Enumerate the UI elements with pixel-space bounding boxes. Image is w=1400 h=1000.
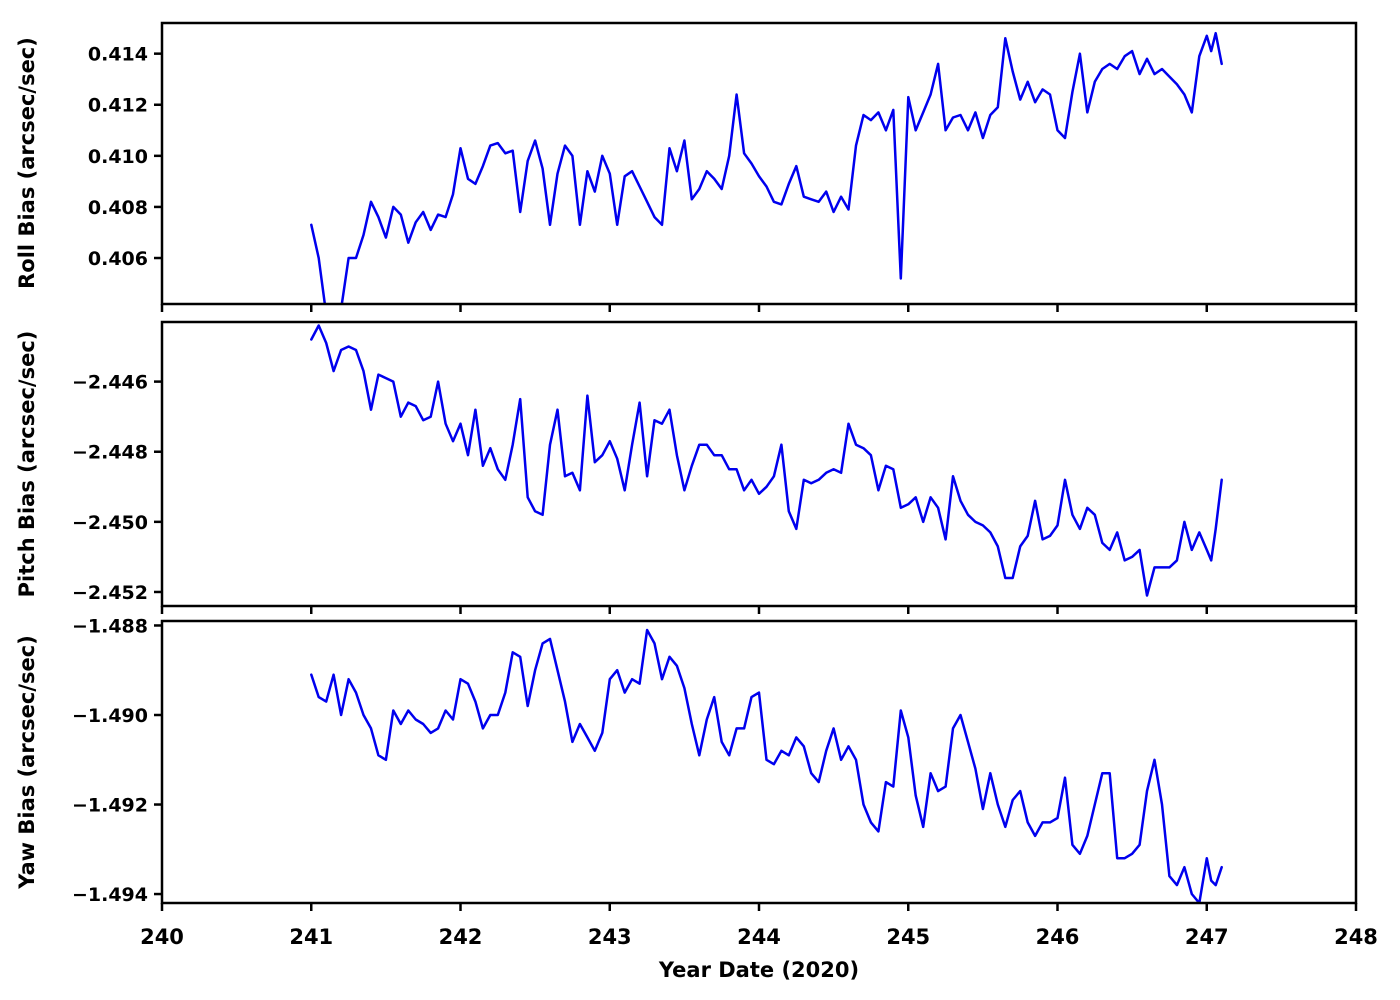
- roll-frame: [160, 21, 1358, 306]
- pitch-panel: −2.452 −2.450 −2.448 −2.446: [72, 320, 1358, 614]
- pitch-frame: [160, 320, 1358, 608]
- pitch-series-line: [310, 324, 1223, 597]
- yaw-frame: [160, 619, 1358, 905]
- yaw-ylabel: Yaw Bias (arcsec/sec): [15, 635, 39, 890]
- x-tick-label: 243: [588, 925, 632, 949]
- x-tick-label: 240: [140, 925, 184, 949]
- x-tick-label: 241: [289, 925, 333, 949]
- roll-panel: 0.406 0.408 0.410 0.412 0.414: [88, 21, 1358, 312]
- roll-series-line: [310, 31, 1223, 304]
- x-tick-label: 246: [1036, 925, 1080, 949]
- pitch-y-tick-label: −2.450: [72, 512, 148, 534]
- x-tick-label: 247: [1185, 925, 1229, 949]
- roll-x-ticks: [160, 304, 1358, 312]
- x-tick-label: 242: [439, 925, 483, 949]
- roll-y-ticks: 0.406 0.408 0.410 0.412 0.414: [88, 44, 162, 270]
- pitch-y-tick-label: −2.448: [72, 442, 148, 464]
- roll-y-tick-label: 0.408: [88, 197, 148, 219]
- yaw-y-tick-label: −1.488: [72, 615, 148, 637]
- x-tick-label: 248: [1334, 925, 1378, 949]
- pitch-x-ticks: [160, 606, 1358, 614]
- roll-y-tick-label: 0.410: [88, 146, 148, 168]
- xlabel: Year Date (2020): [658, 958, 859, 982]
- roll-y-tick-label: 0.414: [88, 44, 148, 66]
- panels-group: 0.4060.4080.4100.4120.414−2.452−2.450−2.…: [72, 21, 1378, 949]
- yaw-x-ticks: 240 241 242 243 244 245 246 247 248: [140, 903, 1378, 949]
- yaw-series-line: [310, 628, 1223, 903]
- roll-y-tick-label: 0.412: [88, 95, 148, 117]
- roll-y-tick-label: 0.406: [88, 248, 148, 270]
- yaw-y-tick-label: −1.490: [72, 705, 148, 727]
- roll-ylabel: Roll Bias (arcsec/sec): [15, 37, 39, 289]
- pitch-y-tick-label: −2.446: [72, 372, 148, 394]
- yaw-y-ticks: −1.494 −1.492 −1.490 −1.488: [72, 615, 162, 906]
- pitch-ylabel: Pitch Bias (arcsec/sec): [15, 331, 39, 598]
- x-tick-label: 244: [737, 925, 781, 949]
- pitch-y-ticks: −2.452 −2.450 −2.448 −2.446: [72, 372, 162, 604]
- yaw-y-tick-label: −1.494: [72, 884, 148, 906]
- pitch-y-tick-label: −2.452: [72, 582, 148, 604]
- x-tick-label: 245: [886, 925, 930, 949]
- yaw-y-tick-label: −1.492: [72, 795, 148, 817]
